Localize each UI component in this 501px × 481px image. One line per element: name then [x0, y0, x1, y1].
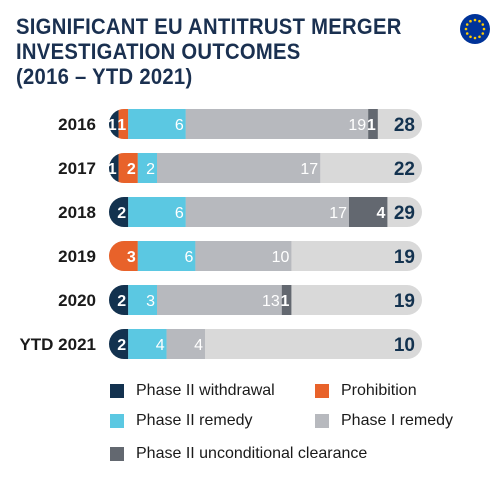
data-label-phase2_unconditional: 1 — [367, 117, 376, 134]
bar-segment-phase2_withdrawal — [109, 153, 119, 183]
data-label-phase2_unconditional: 4 — [376, 205, 385, 222]
category-label: 2019 — [58, 247, 96, 266]
data-label-phase2_withdrawal: 2 — [117, 205, 126, 222]
legend-item-phase2-unconditional: Phase II unconditional clearance — [110, 445, 367, 463]
data-label-phase2_remedy: 2 — [146, 161, 155, 178]
legend-item-phase2-withdrawal: Phase II withdrawal — [110, 382, 275, 400]
legend-item-prohibition: Prohibition — [315, 382, 417, 400]
bar-segment-phase1_remedy — [157, 153, 321, 183]
bar-segment-phase2_unconditional — [281, 285, 292, 315]
eu-flag-star — [478, 35, 481, 39]
bar-segment-phase1_remedy — [185, 109, 369, 139]
bar-segment-prohibition — [118, 153, 138, 183]
bar-segment-phase1_remedy — [157, 285, 282, 315]
bar-segment-phase2_remedy — [128, 329, 167, 359]
bar-segment-phase2_withdrawal — [109, 285, 129, 315]
data-label-phase1_remedy: 19 — [348, 117, 366, 134]
bar-segment-phase2_unconditional — [368, 109, 378, 139]
category-label: 2016 — [58, 115, 96, 134]
legend-swatch-phase1-remedy — [315, 414, 329, 428]
bar-segment-phase2_withdrawal — [109, 109, 119, 139]
legend-item-phase2-remedy: Phase II remedy — [110, 412, 253, 430]
eu-flag-star — [473, 18, 477, 22]
bar-segment-phase2_remedy — [137, 241, 196, 271]
total-label: 28 — [394, 115, 415, 136]
eu-flag-star — [469, 19, 472, 23]
eu-flag-icon — [460, 14, 490, 44]
title-line-1: SIGNIFICANT EU ANTITRUST MERGER — [16, 14, 402, 39]
legend-label-prohibition: Prohibition — [341, 382, 417, 399]
data-label-phase2_withdrawal: 2 — [117, 293, 126, 310]
bar-segment-prohibition — [109, 241, 138, 271]
data-label-phase2_withdrawal: 1 — [108, 117, 117, 134]
legend-label-phase2-withdrawal: Phase II withdrawal — [136, 382, 275, 399]
bar-segment-phase2_unconditional — [349, 197, 388, 227]
total-label: 10 — [394, 335, 415, 356]
data-label-phase1_remedy: 13 — [262, 293, 280, 310]
category-label: 2020 — [58, 291, 96, 310]
data-label-phase2_withdrawal: 2 — [117, 337, 126, 354]
bar-segment-phase2_withdrawal — [109, 197, 129, 227]
eu-flag-star — [481, 23, 485, 26]
eu-flag-star — [482, 27, 486, 31]
chart-title: SIGNIFICANT EU ANTITRUST MERGER INVESTIG… — [16, 14, 421, 89]
category-label: YTD 2021 — [19, 335, 96, 354]
bar-segment-phase1_remedy — [195, 241, 292, 271]
data-label-prohibition: 3 — [127, 249, 136, 266]
eu-flag-star — [481, 32, 485, 35]
chart-legend: Phase II withdrawal Prohibition Phase II… — [0, 372, 501, 472]
legend-swatch-prohibition — [315, 384, 329, 398]
legend-label-phase1-remedy: Phase I remedy — [341, 412, 454, 429]
eu-flag-star — [465, 32, 469, 35]
eu-flag-star — [478, 19, 481, 23]
data-label-phase2_remedy: 6 — [184, 249, 193, 266]
data-label-phase2_remedy: 6 — [175, 117, 184, 134]
data-label-phase2_remedy: 3 — [146, 293, 155, 310]
category-label: 2017 — [58, 159, 96, 178]
eu-flag-star — [473, 36, 477, 40]
data-label-prohibition: 1 — [117, 117, 126, 134]
data-label-prohibition: 2 — [127, 161, 136, 178]
legend-label-phase2-remedy: Phase II remedy — [136, 412, 253, 429]
total-label: 29 — [394, 203, 415, 224]
data-label-phase2_remedy: 6 — [175, 205, 184, 222]
bar-segment-phase2_remedy — [128, 197, 186, 227]
bar-segment-phase2_withdrawal — [109, 329, 129, 359]
bar-segment-phase2_remedy — [128, 109, 186, 139]
data-label-phase1_remedy: 17 — [329, 205, 347, 222]
bar-segment-prohibition — [118, 109, 129, 139]
legend-swatch-phase2-unconditional — [110, 447, 124, 461]
bar-segment-phase1_remedy — [185, 197, 349, 227]
eu-flag-star — [465, 23, 469, 26]
bar-segment-phase2_remedy — [137, 153, 157, 183]
data-label-phase1_remedy: 17 — [300, 161, 318, 178]
total-label: 19 — [394, 291, 415, 312]
title-line-2: INVESTIGATION OUTCOMES — [16, 39, 301, 64]
data-label-phase1_remedy: 4 — [194, 337, 203, 354]
legend-label-phase2-unconditional: Phase II unconditional clearance — [136, 445, 368, 462]
data-label-phase1_remedy: 10 — [272, 249, 290, 266]
legend-item-phase1-remedy: Phase I remedy — [315, 412, 453, 430]
total-label: 22 — [394, 159, 415, 180]
bar-segment-phase1_remedy — [166, 329, 205, 359]
data-label-phase2_remedy: 4 — [156, 337, 165, 354]
data-label-phase2_unconditional: 1 — [280, 293, 289, 310]
category-label: 2018 — [58, 203, 96, 222]
total-label: 19 — [394, 247, 415, 268]
legend-swatch-phase2-remedy — [110, 414, 124, 428]
eu-flag-star — [469, 35, 472, 39]
data-label-phase2_withdrawal: 1 — [108, 161, 117, 178]
legend-swatch-phase2-withdrawal — [110, 384, 124, 398]
bar-segment-phase2_remedy — [128, 285, 157, 315]
eu-flag-star — [464, 27, 468, 31]
title-line-3: (2016 – YTD 2021) — [16, 64, 193, 89]
